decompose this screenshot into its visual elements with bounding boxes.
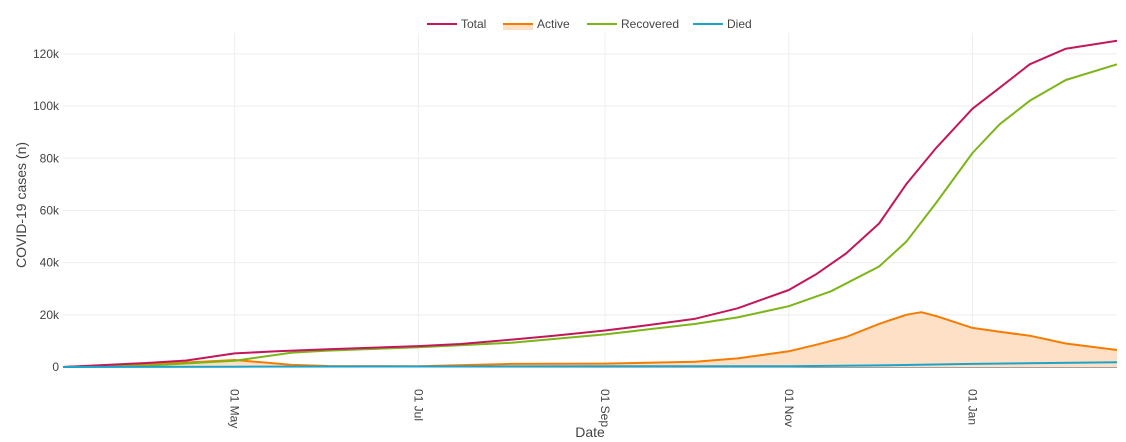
x-tick-label: 01 Nov xyxy=(782,389,796,427)
series-died-line xyxy=(62,361,1118,368)
x-axis-title: Date xyxy=(575,424,605,440)
legend-label: Active xyxy=(537,17,570,31)
series-active-line xyxy=(62,311,1118,368)
series-recovered-line xyxy=(62,63,1118,368)
y-tick-label: 100k xyxy=(33,99,60,113)
legend-label: Recovered xyxy=(621,17,679,31)
y-axis-title: COVID-19 cases (n) xyxy=(13,142,29,268)
y-tick-label: 120k xyxy=(33,47,60,61)
y-tick-label: 0 xyxy=(52,360,59,374)
legend-item-died[interactable]: Died xyxy=(693,17,752,31)
x-tick-label: 01 Jul xyxy=(411,389,425,421)
y-tick-label: 40k xyxy=(40,256,60,270)
x-tick-label: 01 Sep xyxy=(598,389,612,427)
legend-item-total[interactable]: Total xyxy=(427,17,486,31)
series-active-area xyxy=(63,312,1117,367)
series-total-line xyxy=(62,39,1118,368)
legend-swatch-fill xyxy=(503,24,533,30)
y-tick-label: 80k xyxy=(40,151,60,165)
series-layer xyxy=(62,39,1118,368)
y-axis-ticks: 0 20k 40k 60k 80k 100k 120k xyxy=(33,47,60,374)
legend: Total Active Recovered Died xyxy=(427,17,752,31)
x-axis-ticks: 01 May 01 Jul 01 Sep 01 Nov 01 Jan xyxy=(228,389,980,428)
grid-layer xyxy=(63,33,1117,368)
legend-label: Total xyxy=(461,17,486,31)
fill-layer xyxy=(63,312,1117,367)
legend-item-active[interactable]: Active xyxy=(503,17,570,31)
y-tick-label: 60k xyxy=(40,203,60,217)
x-tick-label: 01 May xyxy=(228,389,242,428)
legend-item-recovered[interactable]: Recovered xyxy=(587,17,679,31)
x-tick-label: 01 Jan xyxy=(965,389,979,425)
legend-label: Died xyxy=(727,17,752,31)
y-tick-label: 20k xyxy=(40,308,60,322)
